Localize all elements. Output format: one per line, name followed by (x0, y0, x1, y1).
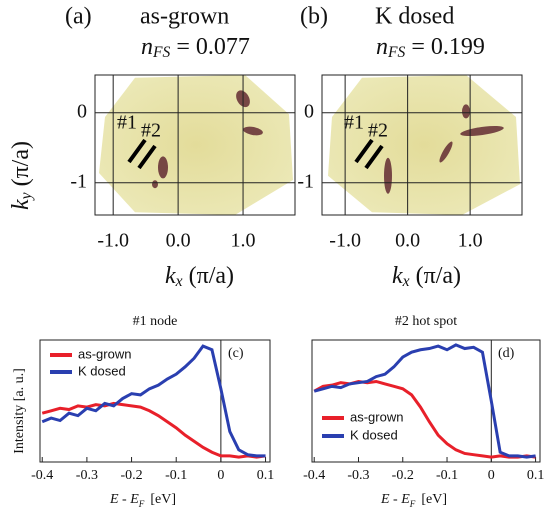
cut-line (364, 144, 384, 170)
label-main: n (141, 34, 153, 60)
fermi-map (328, 75, 520, 215)
label-rest: [eV] (421, 492, 447, 507)
rich-label: nFS = 0.077 (141, 34, 250, 61)
panel-label: (b) (300, 4, 328, 30)
cut-line (127, 138, 147, 164)
map-frame (321, 74, 523, 216)
x-tick-label: 1.0 (458, 230, 483, 252)
series-line (313, 343, 536, 459)
label-sub: FS (387, 44, 406, 61)
legend-label: K dosed (78, 363, 126, 378)
label-main: k (8, 199, 34, 210)
rich-label: E - EF [eV] (380, 492, 447, 509)
rich-label: nFS = 0.199 (376, 34, 485, 61)
spectral-spot (384, 157, 392, 194)
x-tick-label: -0.4 (31, 468, 53, 483)
label-main: E - E (380, 492, 410, 507)
spectral-spot (158, 156, 168, 179)
panel-title: #2 hot spot (395, 314, 457, 329)
plot-frame (39, 339, 271, 463)
x-tick-label: 0 (488, 468, 495, 483)
spectral-spot (243, 126, 263, 136)
label-sub: F (409, 499, 416, 509)
legend-label: K dosed (350, 427, 398, 442)
label-main: E - E (109, 492, 139, 507)
label-main: k (392, 263, 403, 289)
x-tick-label: 0 (217, 468, 224, 483)
y-tick-label: -1 (297, 170, 314, 192)
x-tick-label: -1.0 (329, 230, 361, 252)
cut-label: #1 (117, 112, 137, 134)
rich-label: kx (π/a) (165, 263, 234, 290)
cut-line (137, 144, 157, 170)
spectral-spot (462, 104, 470, 119)
label-main: n (376, 34, 388, 60)
plot-frame (311, 339, 541, 463)
spectral-spot (439, 141, 453, 163)
panel-title: as-grown (140, 4, 229, 30)
x-tick-label: -0.2 (392, 468, 414, 483)
cut-line (354, 138, 374, 164)
x-tick-label: -0.2 (120, 468, 142, 483)
y-tick-label: -1 (70, 170, 87, 192)
x-tick-label: 0.1 (257, 468, 275, 483)
x-tick-label: -0.1 (436, 468, 458, 483)
label-sub: y (18, 192, 35, 201)
label-sub: x (175, 273, 183, 290)
x-tick-label: 0.0 (395, 230, 420, 252)
y-axis-label: Intensity [a. u.] (12, 368, 27, 454)
label-sub: x (402, 273, 410, 290)
map-frame (94, 74, 296, 216)
rich-label: kx (π/a) (392, 263, 461, 290)
label-rest: (π/a) (8, 141, 34, 186)
panel-title: #1 node (133, 314, 178, 329)
y-tick-label: 0 (77, 100, 87, 122)
x-tick-label: -0.3 (76, 468, 98, 483)
x-tick-label: -0.4 (303, 468, 325, 483)
panel-label: (a) (65, 4, 92, 30)
spectral-spot (152, 180, 158, 189)
x-tick-label: -1.0 (97, 230, 129, 252)
y-tick-label: 0 (304, 100, 314, 122)
label-rest: = 0.077 (176, 34, 250, 60)
label-rest: (π/a) (189, 263, 234, 289)
legend-label: as-grown (350, 409, 403, 424)
legend-label: as-grown (78, 346, 131, 361)
x-tick-label: 1.0 (231, 230, 256, 252)
rich-label: ky (π/a) (8, 141, 35, 210)
label-rest: = 0.199 (411, 34, 485, 60)
x-tick-label: 0.0 (166, 230, 191, 252)
panel-label: (c) (228, 346, 244, 361)
cut-label: #2 (141, 120, 161, 142)
label-rest: (π/a) (416, 263, 461, 289)
rich-label: E - EF [eV] (109, 492, 176, 509)
x-tick-label: -0.1 (165, 468, 187, 483)
panel-title: K dosed (375, 4, 454, 30)
fermi-map (99, 75, 293, 215)
label-sub: FS (152, 44, 171, 61)
cut-label: #1 (344, 112, 364, 134)
cut-label: #2 (368, 120, 388, 142)
label-rest: [eV] (150, 492, 176, 507)
panel-label: (d) (498, 346, 515, 361)
series-line (313, 379, 536, 459)
x-tick-label: 0.1 (527, 468, 545, 483)
x-tick-label: -0.3 (347, 468, 369, 483)
series-line (41, 344, 266, 458)
label-sub: F (138, 499, 145, 509)
series-line (41, 401, 266, 459)
spectral-spot (460, 125, 504, 137)
label-main: k (165, 263, 176, 289)
